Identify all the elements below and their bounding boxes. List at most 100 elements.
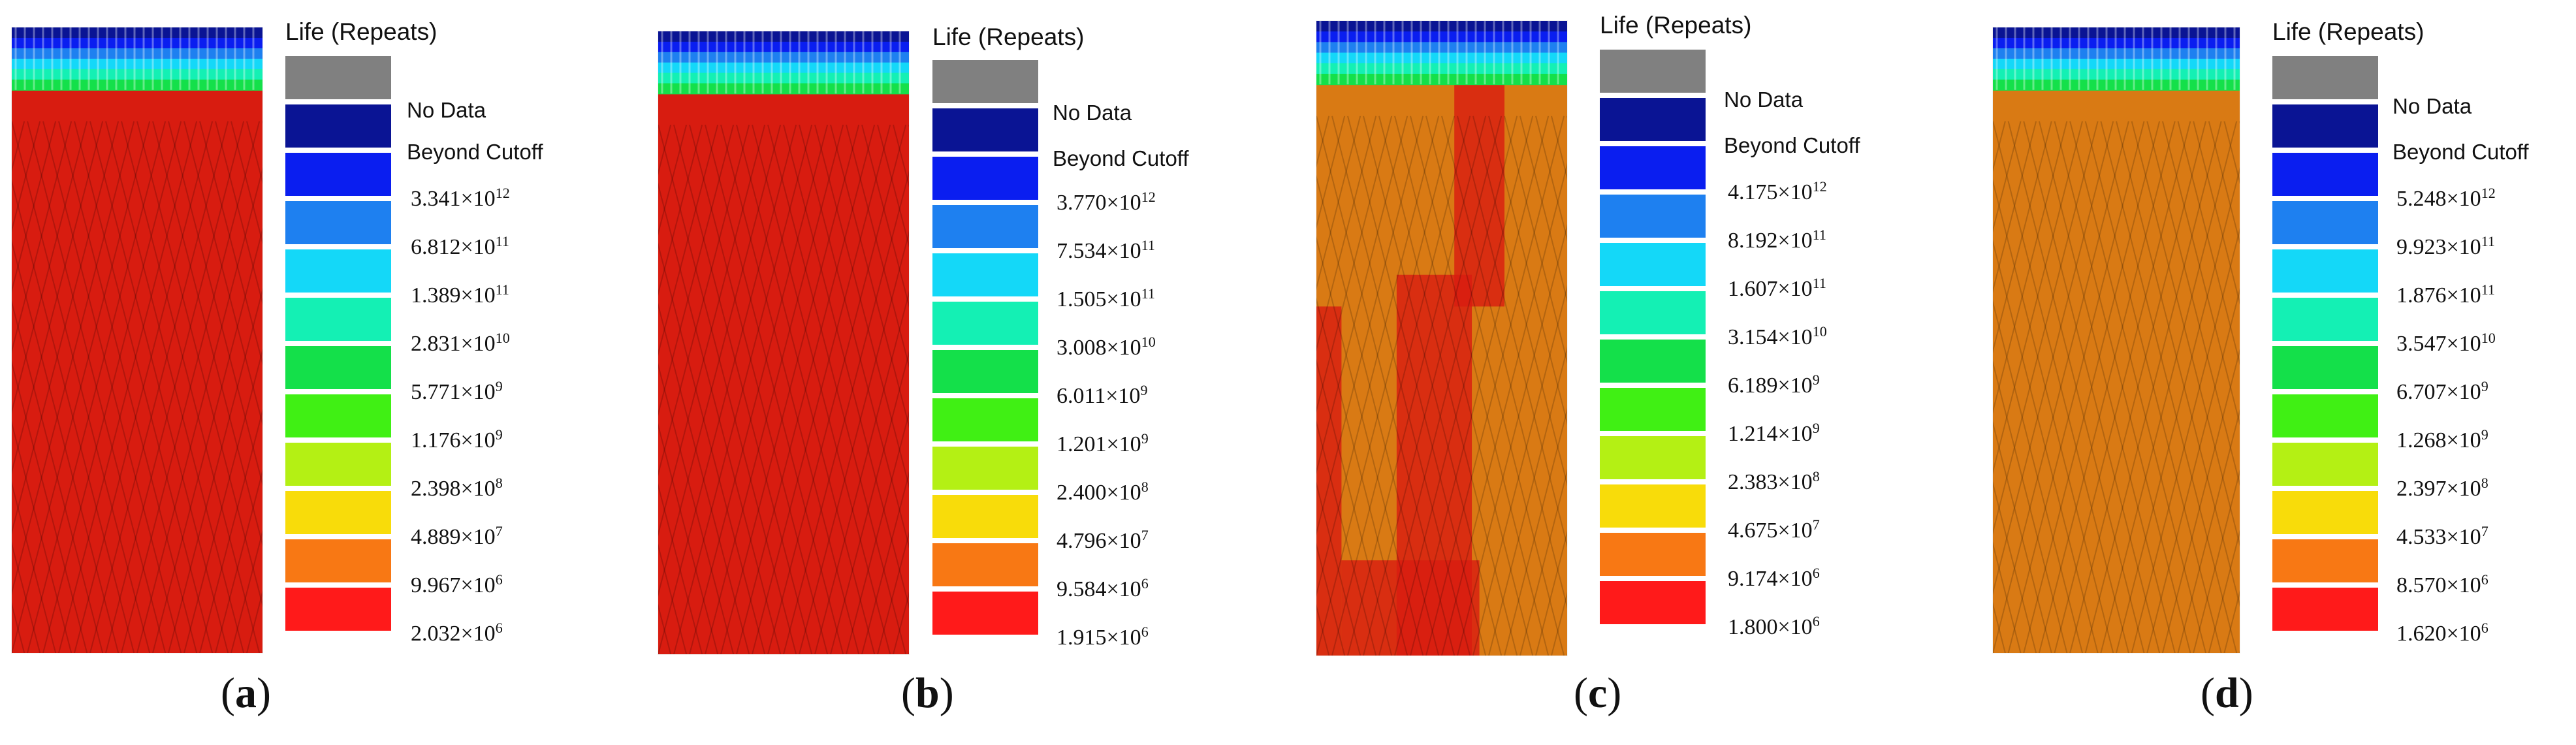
caption-d: (d) bbox=[2201, 669, 2253, 717]
legend-value-1: 4.175×1012 bbox=[1728, 178, 1827, 204]
legend-swatch-no-data bbox=[932, 60, 1038, 106]
contour-top-band bbox=[1993, 58, 2240, 70]
legend-value-7: 2.398×108 bbox=[411, 475, 503, 501]
caption-c: (c) bbox=[1574, 669, 1622, 717]
contour-top-band bbox=[12, 48, 262, 59]
panel-b: Life (Repeats) No Data Beyond Cutoff 3.7… bbox=[646, 0, 1286, 745]
contour-strands bbox=[658, 124, 909, 654]
legend-value-8: 4.533×107 bbox=[2396, 523, 2489, 549]
legend-swatch-level-6 bbox=[1600, 388, 1706, 434]
legend-value-8: 4.675×107 bbox=[1728, 516, 1820, 543]
contour-strands bbox=[12, 121, 262, 653]
legend-value-2: 6.812×1011 bbox=[411, 233, 509, 259]
legend-swatch-beyond-cutoff bbox=[2272, 104, 2378, 150]
legend-label-no-data: No Data bbox=[2393, 94, 2472, 118]
contour-body bbox=[12, 27, 262, 653]
legend-value-5: 5.771×109 bbox=[411, 378, 503, 404]
contour-top-band bbox=[1316, 42, 1567, 54]
contour-top-band bbox=[658, 62, 909, 74]
legend-value-4: 3.154×1010 bbox=[1728, 323, 1827, 349]
contour-top-band bbox=[1316, 63, 1567, 74]
legend-value-4: 2.831×1010 bbox=[411, 330, 510, 356]
legend-swatch-beyond-cutoff bbox=[932, 108, 1038, 154]
contour-top-band bbox=[12, 79, 262, 91]
contour-strands bbox=[1993, 121, 2240, 653]
legend-b: Life (Repeats) No Data Beyond Cutoff 3.7… bbox=[932, 0, 1259, 653]
legend-swatch-level-10 bbox=[932, 592, 1038, 637]
contour-svg bbox=[658, 31, 909, 654]
legend-value-2: 9.923×1011 bbox=[2396, 233, 2495, 259]
contour-red-region bbox=[1341, 560, 1480, 656]
contour-top-band bbox=[1993, 27, 2240, 39]
panel-c: Life (Repeats) No Data Beyond Cutoff 4.1… bbox=[1299, 0, 1939, 745]
contour-top-band bbox=[12, 37, 262, 49]
legend-swatch-level-10 bbox=[2272, 588, 2378, 633]
legend-swatch-level-8 bbox=[2272, 491, 2378, 537]
legend-swatch-level-1 bbox=[2272, 153, 2378, 198]
legend-swatch-level-4 bbox=[285, 298, 391, 343]
caption-b: (b) bbox=[901, 669, 954, 717]
contour-top-band bbox=[1316, 21, 1567, 33]
legend-swatch-level-3 bbox=[2272, 249, 2378, 295]
legend-value-1: 3.770×1012 bbox=[1057, 189, 1156, 215]
contour-top-band bbox=[1316, 31, 1567, 43]
legend-swatch-level-4 bbox=[932, 302, 1038, 347]
legend-swatch-beyond-cutoff bbox=[1600, 98, 1706, 144]
legend-swatch-level-5 bbox=[1600, 340, 1706, 385]
panel-d: Life (Repeats) No Data Beyond Cutoff 5.2… bbox=[1952, 0, 2576, 745]
contour-top-band bbox=[12, 69, 262, 80]
legend-swatch-level-10 bbox=[1600, 581, 1706, 627]
legend-swatch-level-5 bbox=[285, 346, 391, 392]
legend-value-6: 1.176×109 bbox=[411, 426, 503, 452]
legend-value-9: 9.967×106 bbox=[411, 571, 503, 597]
contour-top-band bbox=[1993, 69, 2240, 80]
legend-label-beyond-cutoff: Beyond Cutoff bbox=[407, 140, 543, 164]
legend-swatch-level-6 bbox=[2272, 394, 2378, 440]
legend-swatch-level-9 bbox=[1600, 533, 1706, 579]
contour-top-band bbox=[1316, 52, 1567, 64]
fatigue-life-contour-d bbox=[1993, 27, 2240, 653]
legend-title: Life (Repeats) bbox=[2272, 18, 2425, 45]
legend-swatch-level-9 bbox=[2272, 539, 2378, 585]
panel-a: Life (Repeats) No Data Beyond Cutoff 3.3… bbox=[0, 0, 640, 745]
legend-swatch-beyond-cutoff bbox=[285, 104, 391, 150]
legend-c: Life (Repeats) No Data Beyond Cutoff 4.1… bbox=[1600, 0, 1926, 653]
legend-title: Life (Repeats) bbox=[932, 24, 1085, 50]
contour-band-texture bbox=[14, 27, 255, 90]
legend-value-3: 1.607×1011 bbox=[1728, 275, 1826, 301]
contour-band-texture bbox=[1319, 21, 1559, 85]
legend-value-2: 8.192×1011 bbox=[1728, 227, 1826, 253]
legend-value-10: 1.800×106 bbox=[1728, 613, 1820, 639]
legend-value-3: 1.505×1011 bbox=[1057, 285, 1155, 311]
contour-top-band bbox=[658, 52, 909, 63]
legend-label-beyond-cutoff: Beyond Cutoff bbox=[1724, 133, 1860, 157]
legend-value-10: 1.620×106 bbox=[2396, 620, 2489, 646]
legend-swatch-level-2 bbox=[285, 201, 391, 247]
legend-value-10: 2.032×106 bbox=[411, 620, 503, 646]
legend-swatch-level-7 bbox=[932, 447, 1038, 492]
fatigue-life-contour-a bbox=[12, 27, 262, 653]
legend-value-5: 6.011×109 bbox=[1057, 382, 1148, 408]
legend-swatch-level-4 bbox=[1600, 291, 1706, 337]
legend-value-1: 5.248×1012 bbox=[2396, 185, 2496, 211]
legend-swatch-level-7 bbox=[2272, 443, 2378, 488]
fatigue-life-contour-b bbox=[658, 31, 909, 654]
contour-top-band bbox=[1993, 48, 2240, 59]
legend-label-no-data: No Data bbox=[1053, 101, 1132, 125]
legend-value-7: 2.400×108 bbox=[1057, 479, 1149, 505]
legend-value-5: 6.189×109 bbox=[1728, 372, 1820, 398]
legend-value-6: 1.201×109 bbox=[1057, 430, 1149, 456]
legend-swatch-level-2 bbox=[2272, 201, 2378, 247]
legend-label-no-data: No Data bbox=[1724, 87, 1804, 112]
contour-red-region bbox=[1316, 306, 1342, 656]
legend-label-beyond-cutoff: Beyond Cutoff bbox=[2393, 140, 2529, 164]
contour-top-band bbox=[658, 72, 909, 84]
legend-swatch-level-1 bbox=[285, 153, 391, 198]
legend-swatch-level-1 bbox=[1600, 146, 1706, 192]
legend-swatch-no-data bbox=[285, 56, 391, 102]
contour-svg bbox=[1993, 27, 2240, 653]
legend-a: Life (Repeats) No Data Beyond Cutoff 3.3… bbox=[285, 0, 612, 653]
legend-value-1: 3.341×1012 bbox=[411, 185, 510, 211]
legend-swatch-level-3 bbox=[285, 249, 391, 295]
legend-swatch-level-3 bbox=[1600, 243, 1706, 289]
